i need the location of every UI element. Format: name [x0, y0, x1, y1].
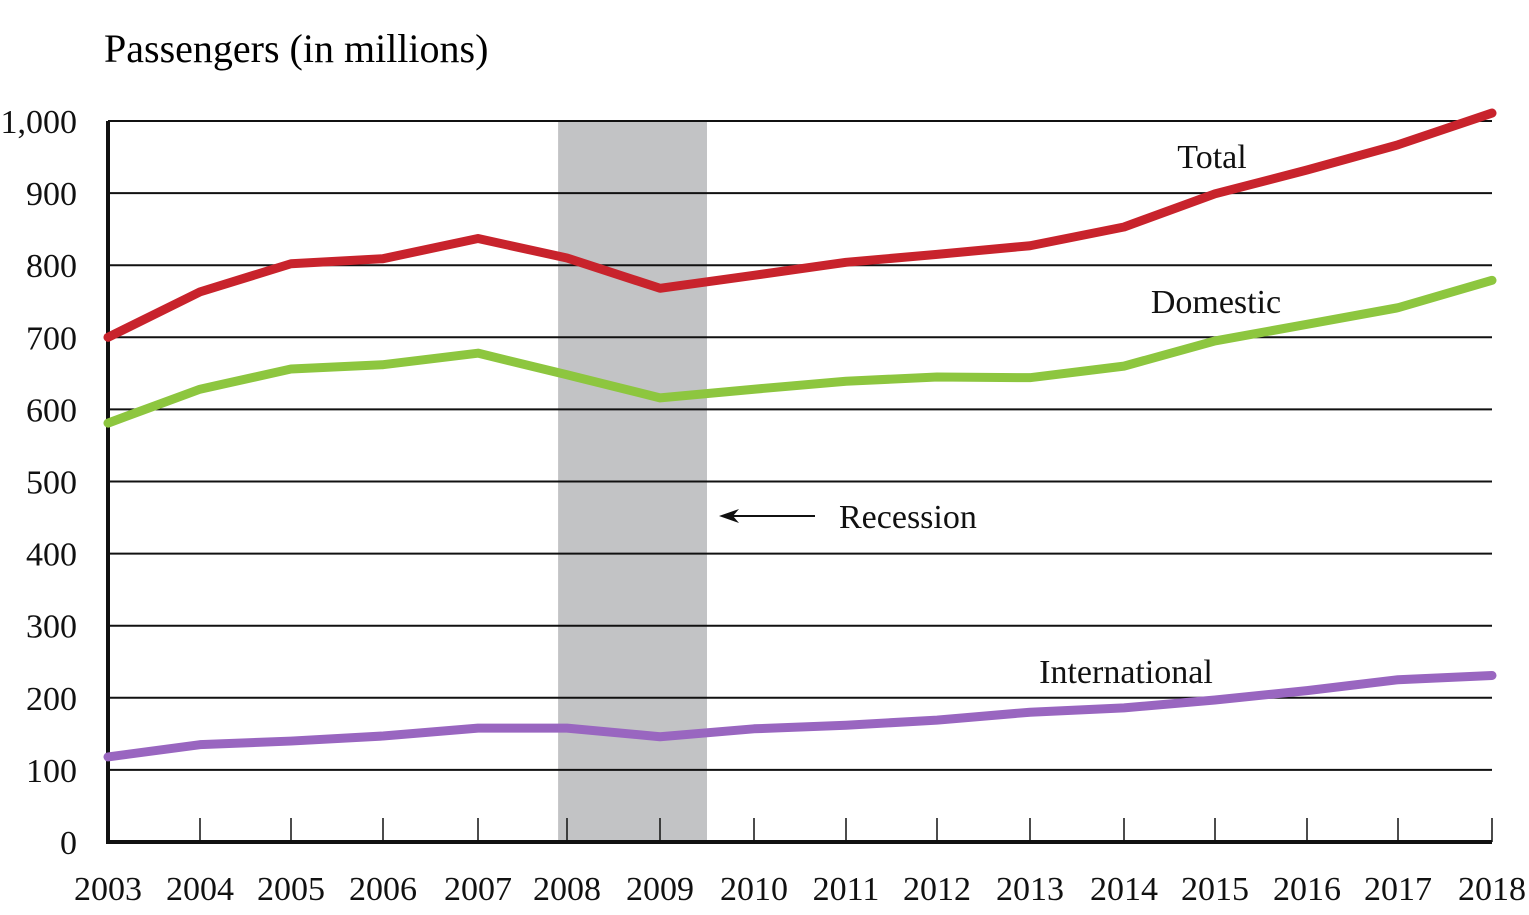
- y-tick-label: 900: [26, 176, 77, 213]
- series-line-international: [103, 670, 1497, 762]
- recession-label: Recession: [839, 499, 977, 536]
- x-tick-label: 2013: [996, 871, 1064, 908]
- x-tick-label: 2003: [74, 871, 142, 908]
- series-line-total: [103, 108, 1497, 342]
- x-tick-label: 2017: [1364, 871, 1432, 908]
- x-tick-label: 2006: [349, 871, 417, 908]
- y-tick-label: 300: [26, 609, 77, 646]
- x-tick-label: 2011: [813, 871, 880, 908]
- y-tick-label: 100: [26, 753, 77, 790]
- x-tick-label: 2010: [720, 871, 788, 908]
- y-tick-label: 1,000: [1, 104, 78, 141]
- x-tick-label: 2016: [1273, 871, 1341, 908]
- arrow-left-icon: [719, 509, 739, 523]
- x-tick-label: 2012: [903, 871, 971, 908]
- x-tick-label: 2018: [1458, 871, 1526, 908]
- x-tick-label: 2015: [1181, 871, 1249, 908]
- y-tick-label: 500: [26, 465, 77, 502]
- x-tick-label: 2005: [257, 871, 325, 908]
- y-axis-title: Passengers (in millions): [104, 26, 488, 71]
- x-tick-label: 2008: [533, 871, 601, 908]
- y-tick-label: 600: [26, 392, 77, 429]
- series-lines: [103, 108, 1497, 762]
- y-tick-label: 700: [26, 320, 77, 357]
- x-tick-label: 2007: [444, 871, 512, 908]
- y-tick-label: 0: [60, 825, 77, 862]
- x-tick-label: 2014: [1090, 871, 1158, 908]
- x-tick-label: 2004: [166, 871, 234, 908]
- labels: Recession Total Domestic International: [719, 139, 1281, 691]
- series-label-total: Total: [1177, 139, 1246, 176]
- y-tick-label: 400: [26, 537, 77, 574]
- gridlines: 0 100 200 300 400 500 600 700 800 900 1,000: [1, 104, 1492, 862]
- series-label-international: International: [1039, 654, 1213, 691]
- y-tick-label: 200: [26, 681, 77, 718]
- x-tick-label: 2009: [626, 871, 694, 908]
- series-label-domestic: Domestic: [1151, 284, 1281, 321]
- y-tick-label: 800: [26, 248, 77, 285]
- series-line-domestic: [103, 275, 1497, 428]
- axes: 2003 2004 2005 2006 2007 2008 2009 2010 2011 2012…: [74, 121, 1526, 908]
